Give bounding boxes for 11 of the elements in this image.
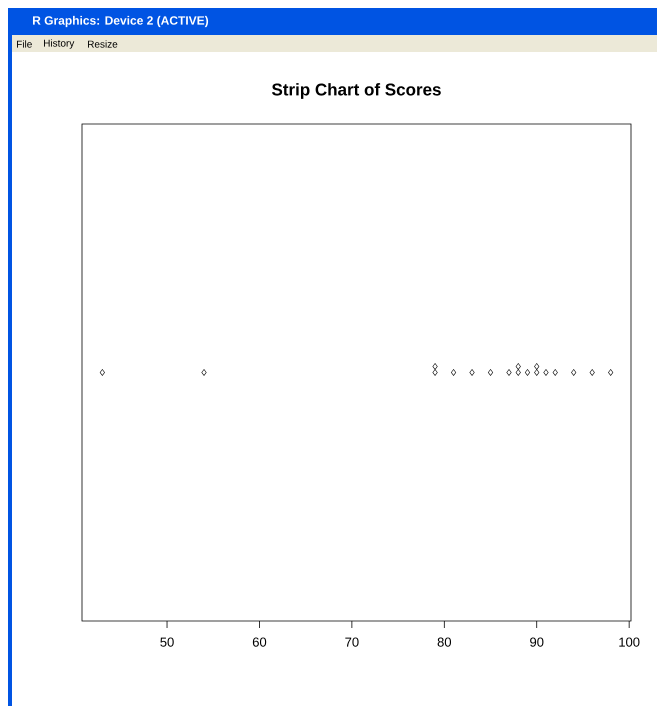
chart-title: Strip Chart of Scores <box>272 83 441 99</box>
x-tick-label: 90 <box>530 638 544 647</box>
x-tick-label: 50 <box>160 638 174 647</box>
text: Resize <box>88 40 118 48</box>
text: History <box>44 39 74 49</box>
x-tick-label: 60 <box>252 638 266 647</box>
x-tick-label: 80 <box>438 638 452 647</box>
x-tick-label: 100 <box>619 638 640 647</box>
text: R Graphics: Device 2 (ACTIVE) <box>32 16 208 28</box>
x-tick-label: 70 <box>345 638 359 647</box>
text: File <box>17 40 32 48</box>
